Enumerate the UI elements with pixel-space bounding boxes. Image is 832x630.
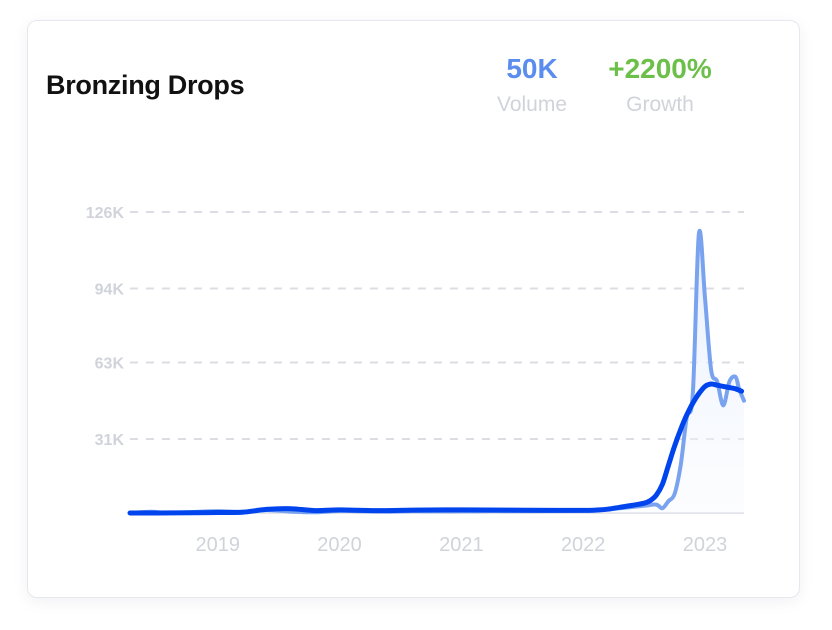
y-tick-label: 94K <box>95 281 125 298</box>
growth-label: Growth <box>626 93 694 116</box>
y-tick-label: 63K <box>95 356 125 373</box>
x-tick-label: 2022 <box>561 534 606 556</box>
trend-line <box>127 381 745 516</box>
x-tick-label: 2023 <box>683 534 728 556</box>
volume-value: 50K <box>506 53 558 84</box>
growth-value: +2200% <box>608 53 712 84</box>
raw-volume-line <box>128 228 746 515</box>
chart-series <box>127 228 746 516</box>
y-tick-label: 31K <box>95 432 125 449</box>
card-title: Bronzing Drops <box>46 70 245 100</box>
y-axis-ticks: 126K 94K 63K 31K <box>86 205 125 449</box>
volume-label: Volume <box>496 93 568 116</box>
y-tick-label: 126K <box>86 205 125 222</box>
growth-metric: +2200% Growth <box>594 52 726 120</box>
volume-metric: 50K Volume <box>480 52 584 120</box>
x-tick-label: 2020 <box>317 534 362 556</box>
grid-lines <box>130 211 744 514</box>
x-tick-label: 2021 <box>439 534 484 556</box>
raw-area-fill <box>130 233 744 513</box>
x-axis-ticks: 2019 2020 2021 2022 2023 <box>195 534 727 556</box>
x-tick-label: 2019 <box>195 534 240 556</box>
chart-area <box>130 233 744 513</box>
